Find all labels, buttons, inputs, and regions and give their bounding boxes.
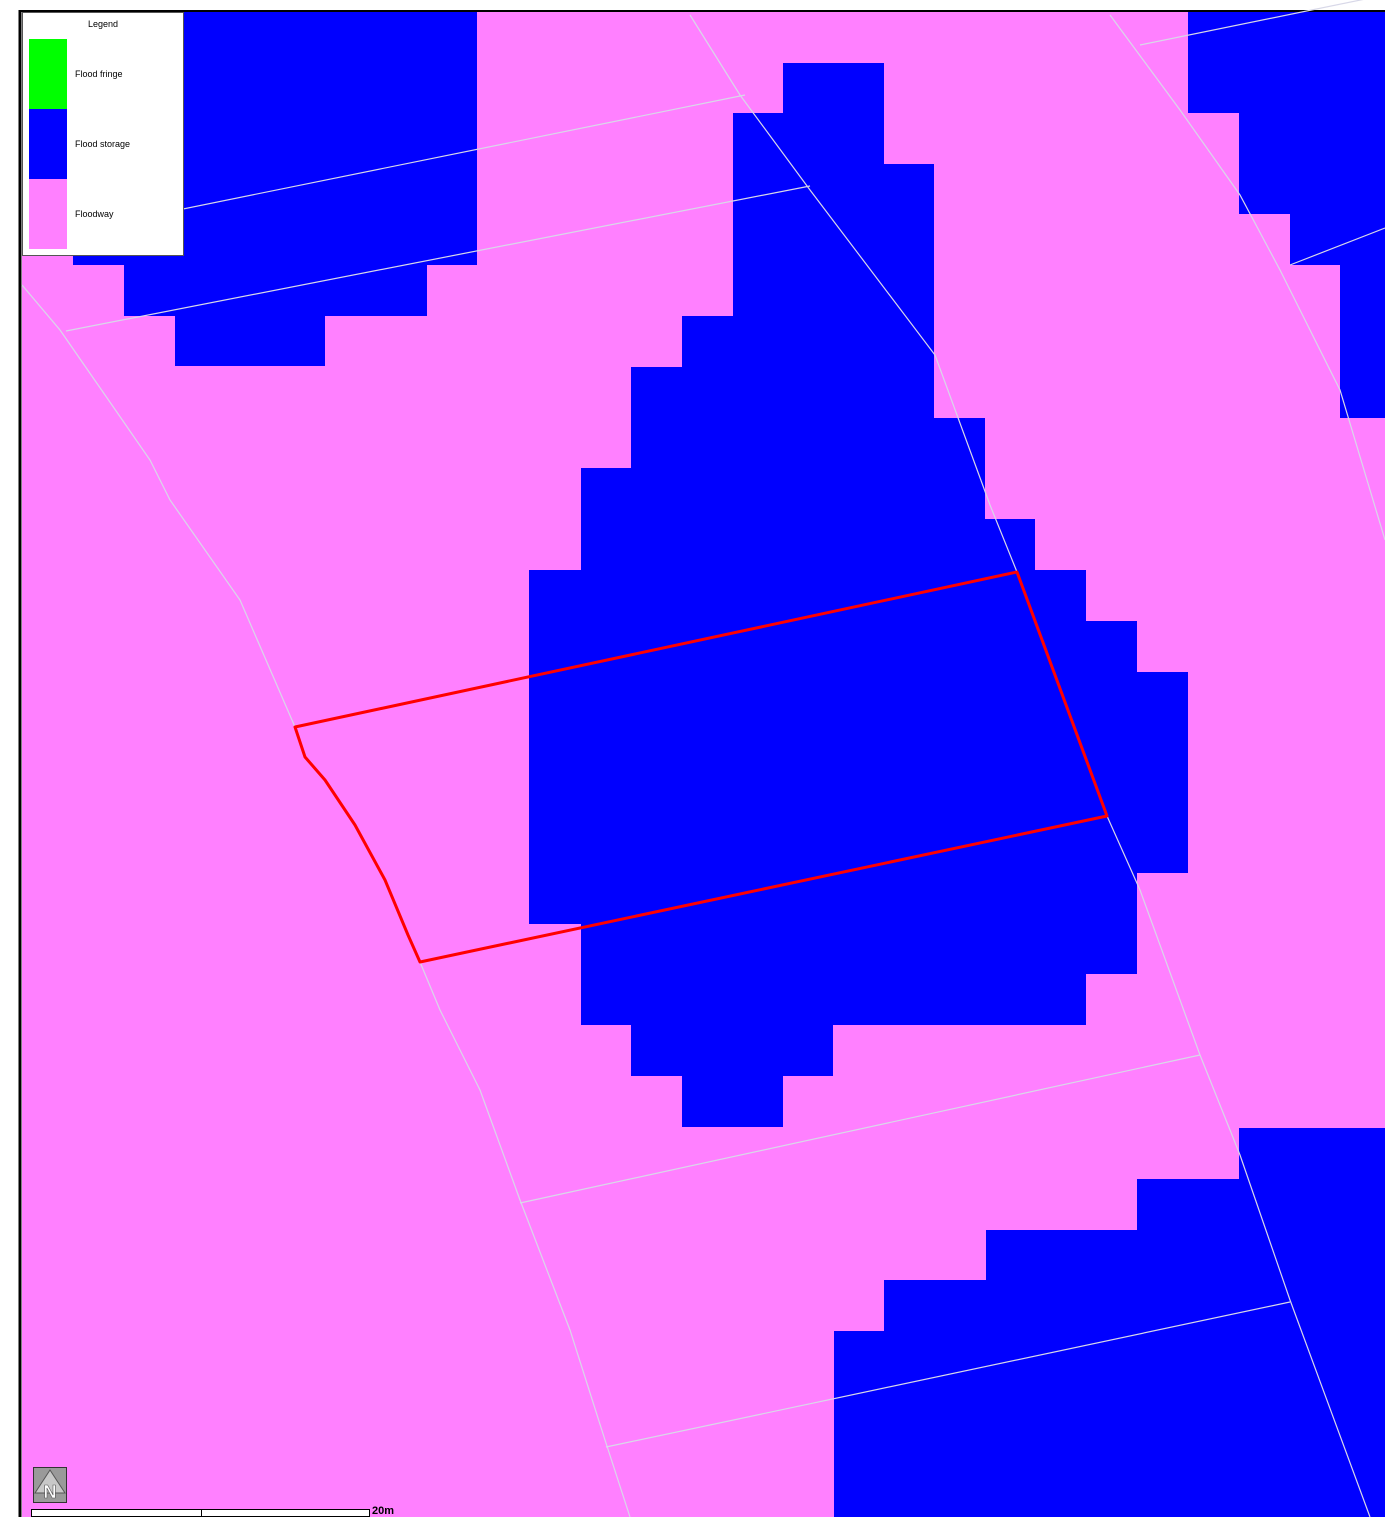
legend-label-floodway: Floodway bbox=[75, 209, 114, 219]
north-arrow-label: N bbox=[44, 1482, 57, 1502]
flood-fringe-swatch bbox=[29, 39, 67, 109]
legend-label-flood-storage: Flood storage bbox=[75, 139, 131, 149]
legend-title: Legend bbox=[87, 19, 119, 29]
site-boundary[interactable] bbox=[293, 570, 1109, 964]
flood-storage-area-northeast bbox=[1188, 12, 1385, 418]
floodway-swatch bbox=[29, 179, 67, 249]
legend-label-flood-fringe: Flood fringe bbox=[75, 69, 123, 79]
flood-storage-area-northwest bbox=[73, 12, 477, 366]
parcel-lines bbox=[21, 0, 1385, 1517]
legend-panel: Legend Flood fringe Flood storage Floodw… bbox=[22, 12, 184, 256]
flood-storage-area-central bbox=[529, 63, 1188, 1127]
north-arrow-icon: N bbox=[33, 1467, 67, 1503]
scale-bar-label: 20m bbox=[372, 1505, 395, 1517]
flood-storage-swatch bbox=[29, 109, 67, 179]
scale-bar bbox=[31, 1509, 370, 1517]
flood-storage-area-southeast bbox=[834, 1128, 1385, 1517]
